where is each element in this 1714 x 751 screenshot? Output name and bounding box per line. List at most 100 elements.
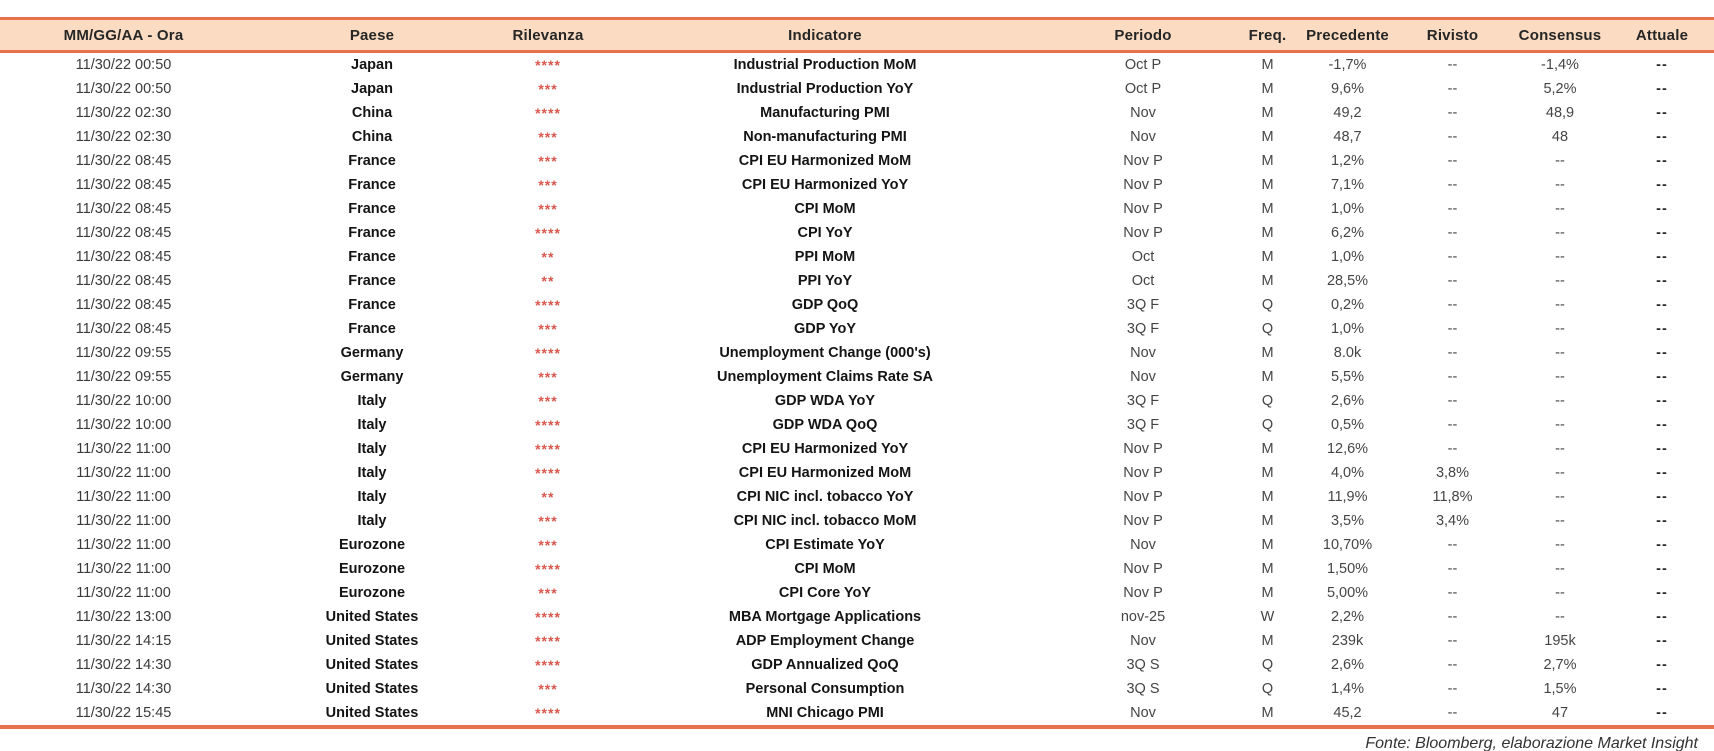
- table-row: 11/30/22 11:00 Eurozone **** CPI MoM Nov…: [0, 557, 1714, 581]
- cell-previous-value: 48,7: [1333, 129, 1362, 145]
- relevance-stars: ***: [538, 393, 558, 409]
- cell-consensus: --: [1555, 513, 1565, 529]
- cell-frequency: M: [1261, 129, 1274, 145]
- cell-indicator: Unemployment Claims Rate SA: [717, 369, 933, 385]
- cell-indicator: MNI Chicago PMI: [766, 705, 884, 721]
- cell-frequency: W: [1260, 609, 1275, 625]
- cell-frequency: M: [1261, 561, 1274, 577]
- col-header-consensus: Consensus: [1518, 26, 1602, 44]
- cell-country: France: [348, 225, 396, 241]
- table-row: 11/30/22 08:45 France *** CPI EU Harmoni…: [0, 173, 1714, 197]
- cell-previous-value: 1,0%: [1330, 201, 1365, 217]
- cell-indicator: CPI YoY: [797, 225, 853, 241]
- cell-country: France: [348, 297, 396, 313]
- cell-actual-value: --: [1656, 177, 1668, 193]
- cell-consensus: --: [1555, 345, 1565, 361]
- cell-country: United States: [325, 681, 419, 697]
- col-header-precedente: Precedente: [1306, 26, 1389, 44]
- cell-period: Nov P: [1123, 225, 1163, 241]
- cell-consensus: --: [1555, 417, 1565, 433]
- cell-datetime: 11/30/22 08:45: [75, 201, 172, 217]
- table-body: 11/30/22 00:50 Japan **** Industrial Pro…: [0, 53, 1714, 725]
- cell-period: Nov P: [1123, 441, 1163, 457]
- relevance-stars: ***: [538, 681, 558, 697]
- cell-indicator: Industrial Production YoY: [736, 81, 914, 97]
- cell-period: Oct: [1131, 273, 1155, 289]
- cell-revised-value: --: [1447, 681, 1458, 697]
- cell-frequency: M: [1261, 441, 1274, 457]
- col-header-datetime: MM/GG/AA - Ora: [63, 26, 184, 44]
- cell-period: Nov P: [1123, 465, 1163, 481]
- relevance-stars: ****: [535, 57, 561, 73]
- cell-previous-value: 2,6%: [1330, 657, 1365, 673]
- cell-country: Italy: [357, 465, 387, 481]
- cell-consensus: --: [1555, 321, 1565, 337]
- cell-datetime: 11/30/22 14:30: [75, 681, 172, 697]
- cell-frequency: Q: [1261, 297, 1274, 313]
- table-row: 11/30/22 14:30 United States *** Persona…: [0, 677, 1714, 701]
- cell-datetime: 11/30/22 09:55: [75, 345, 172, 361]
- relevance-stars: ****: [535, 225, 561, 241]
- relevance-stars: ****: [535, 441, 561, 457]
- cell-datetime: 11/30/22 08:45: [75, 225, 172, 241]
- cell-actual-value: --: [1656, 585, 1668, 601]
- cell-datetime: 11/30/22 08:45: [75, 249, 172, 265]
- cell-consensus: --: [1555, 177, 1565, 193]
- table-row: 11/30/22 13:00 United States **** MBA Mo…: [0, 605, 1714, 629]
- cell-previous-value: 12,6%: [1326, 441, 1369, 457]
- cell-actual-value: --: [1656, 705, 1668, 721]
- cell-datetime: 11/30/22 08:45: [75, 273, 172, 289]
- cell-previous-value: 3,5%: [1330, 513, 1365, 529]
- relevance-stars: ***: [538, 513, 558, 529]
- cell-actual-value: --: [1656, 57, 1668, 73]
- cell-revised-value: 3,8%: [1435, 465, 1470, 481]
- cell-actual-value: --: [1656, 249, 1668, 265]
- cell-country: United States: [325, 609, 419, 625]
- col-header-freq: Freq.: [1248, 26, 1287, 44]
- cell-indicator: CPI EU Harmonized YoY: [741, 177, 909, 193]
- cell-actual-value: --: [1656, 537, 1668, 553]
- cell-datetime: 11/30/22 15:45: [75, 705, 172, 721]
- table-row: 11/30/22 08:45 France *** CPI EU Harmoni…: [0, 149, 1714, 173]
- cell-indicator: ADP Employment Change: [735, 633, 915, 649]
- cell-consensus: --: [1555, 225, 1565, 241]
- table-bottom-border: [0, 725, 1714, 729]
- cell-frequency: M: [1261, 585, 1274, 601]
- cell-revised-value: --: [1447, 81, 1458, 97]
- relevance-stars: ****: [535, 105, 561, 121]
- cell-indicator: CPI Estimate YoY: [765, 537, 885, 553]
- cell-consensus: --: [1555, 561, 1565, 577]
- cell-frequency: M: [1261, 201, 1274, 217]
- cell-consensus: 48,9: [1545, 105, 1575, 121]
- cell-previous-value: 5,5%: [1330, 369, 1365, 385]
- cell-revised-value: --: [1447, 609, 1458, 625]
- cell-period: Oct P: [1124, 81, 1162, 97]
- cell-country: Italy: [357, 417, 387, 433]
- table-row: 11/30/22 11:00 Italy ** CPI NIC incl. to…: [0, 485, 1714, 509]
- cell-revised-value: --: [1447, 537, 1458, 553]
- cell-indicator: CPI EU Harmonized YoY: [741, 441, 909, 457]
- cell-indicator: Non-manufacturing PMI: [743, 129, 907, 145]
- cell-actual-value: --: [1656, 153, 1668, 169]
- cell-actual-value: --: [1656, 225, 1668, 241]
- cell-actual-value: --: [1656, 81, 1668, 97]
- cell-previous-value: 239k: [1331, 633, 1364, 649]
- cell-consensus: --: [1555, 153, 1565, 169]
- cell-previous-value: 1,0%: [1330, 249, 1365, 265]
- cell-period: Nov: [1130, 705, 1156, 721]
- cell-previous-value: 11,9%: [1327, 489, 1368, 505]
- relevance-stars: ****: [535, 561, 561, 577]
- cell-country: United States: [325, 633, 419, 649]
- cell-frequency: Q: [1261, 657, 1274, 673]
- cell-indicator: GDP WDA YoY: [774, 393, 876, 409]
- cell-previous-value: 9,6%: [1330, 81, 1365, 97]
- table-row: 11/30/22 02:30 China *** Non-manufacturi…: [0, 125, 1714, 149]
- cell-actual-value: --: [1656, 513, 1668, 529]
- cell-actual-value: --: [1656, 681, 1668, 697]
- cell-revised-value: --: [1447, 129, 1458, 145]
- cell-actual-value: --: [1656, 369, 1668, 385]
- table-row: 11/30/22 09:55 Germany *** Unemployment …: [0, 365, 1714, 389]
- col-header-periodo: Periodo: [1114, 26, 1172, 44]
- table-row: 11/30/22 08:45 France ** PPI YoY Oct M 2…: [0, 269, 1714, 293]
- cell-country: France: [348, 201, 396, 217]
